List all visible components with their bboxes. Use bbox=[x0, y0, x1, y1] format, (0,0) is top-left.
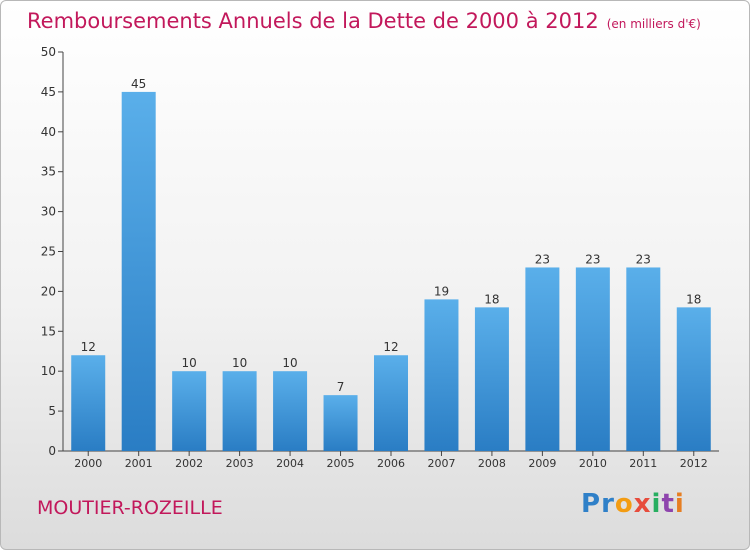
y-tick-label: 5 bbox=[48, 404, 56, 418]
x-tick-label: 2003 bbox=[226, 457, 254, 470]
y-tick-label: 25 bbox=[41, 245, 56, 259]
x-tick-label: 2007 bbox=[427, 457, 455, 470]
logo-letter: x bbox=[633, 489, 652, 519]
bar-value-label: 18 bbox=[484, 292, 499, 306]
bar bbox=[424, 299, 459, 451]
bar-value-label: 23 bbox=[585, 252, 600, 266]
x-tick-label: 2000 bbox=[74, 457, 102, 470]
x-tick-label: 2006 bbox=[377, 457, 405, 470]
y-tick-label: 20 bbox=[41, 284, 56, 298]
bar bbox=[626, 267, 661, 451]
logo-letter: i bbox=[651, 489, 662, 519]
logo-letter: t bbox=[661, 489, 675, 519]
bar-value-label: 18 bbox=[686, 292, 701, 306]
bar bbox=[71, 355, 106, 451]
bar bbox=[273, 371, 308, 451]
bar-value-label: 10 bbox=[182, 356, 197, 370]
bar bbox=[374, 355, 408, 451]
x-tick-label: 2012 bbox=[680, 457, 708, 470]
x-tick-label: 2001 bbox=[125, 457, 153, 470]
bar bbox=[323, 395, 358, 451]
commune-name: MOUTIER-ROZEILLE bbox=[37, 497, 223, 519]
bar-value-label: 10 bbox=[232, 356, 247, 370]
y-tick-label: 45 bbox=[41, 85, 56, 99]
y-tick-label: 40 bbox=[41, 125, 56, 139]
bar-value-label: 19 bbox=[434, 284, 449, 298]
y-tick-label: 30 bbox=[41, 205, 56, 219]
bar-value-label: 23 bbox=[535, 252, 550, 266]
bar bbox=[474, 307, 509, 451]
chart-title: Remboursements Annuels de la Dette de 20… bbox=[27, 9, 701, 33]
chart-axes: 0 5 10 15 20 25 30 35 40 45 50 2000 2001 2002 2003 2004… bbox=[41, 45, 719, 470]
x-tick-label: 2011 bbox=[629, 457, 657, 470]
bar bbox=[676, 307, 711, 451]
bar-value-label: 12 bbox=[81, 340, 96, 354]
chart-bars: 12 45 10 10 10 7 12 19 18 23 23 23 18 bbox=[71, 77, 711, 452]
bar bbox=[575, 267, 610, 451]
bar-value-label: 23 bbox=[636, 252, 651, 266]
x-tick-label: 2008 bbox=[478, 457, 506, 470]
bar-value-label: 7 bbox=[337, 380, 345, 394]
bar-value-label: 10 bbox=[282, 356, 297, 370]
bar bbox=[172, 371, 207, 451]
bar bbox=[525, 267, 560, 451]
x-tick-label: 2002 bbox=[175, 457, 203, 470]
y-tick-label: 50 bbox=[41, 45, 56, 59]
x-tick-label: 2005 bbox=[327, 457, 355, 470]
bar-value-label: 12 bbox=[383, 340, 398, 354]
chart-unit: (en milliers d'€) bbox=[606, 17, 701, 31]
bar bbox=[222, 371, 257, 451]
y-tick-label: 0 bbox=[48, 444, 56, 458]
bar-chart: 0 5 10 15 20 25 30 35 40 45 50 2000 2001 2002 2003 2004… bbox=[41, 45, 719, 470]
x-tick-label: 2009 bbox=[528, 457, 556, 470]
x-tick-label: 2004 bbox=[276, 457, 304, 470]
proxiti-logo: Proxiti bbox=[581, 489, 685, 519]
logo-letter: i bbox=[674, 489, 685, 519]
x-tick-label: 2010 bbox=[579, 457, 607, 470]
logo-letter: o bbox=[614, 489, 634, 519]
logo-letter: r bbox=[601, 489, 615, 519]
y-tick-label: 15 bbox=[41, 324, 56, 338]
bar-value-label: 45 bbox=[131, 77, 146, 91]
logo-letter: P bbox=[581, 489, 602, 519]
y-tick-label: 10 bbox=[41, 364, 56, 378]
chart-title-text: Remboursements Annuels de la Dette de 20… bbox=[27, 9, 599, 33]
y-tick-label: 35 bbox=[41, 165, 56, 179]
bar bbox=[121, 91, 156, 452]
